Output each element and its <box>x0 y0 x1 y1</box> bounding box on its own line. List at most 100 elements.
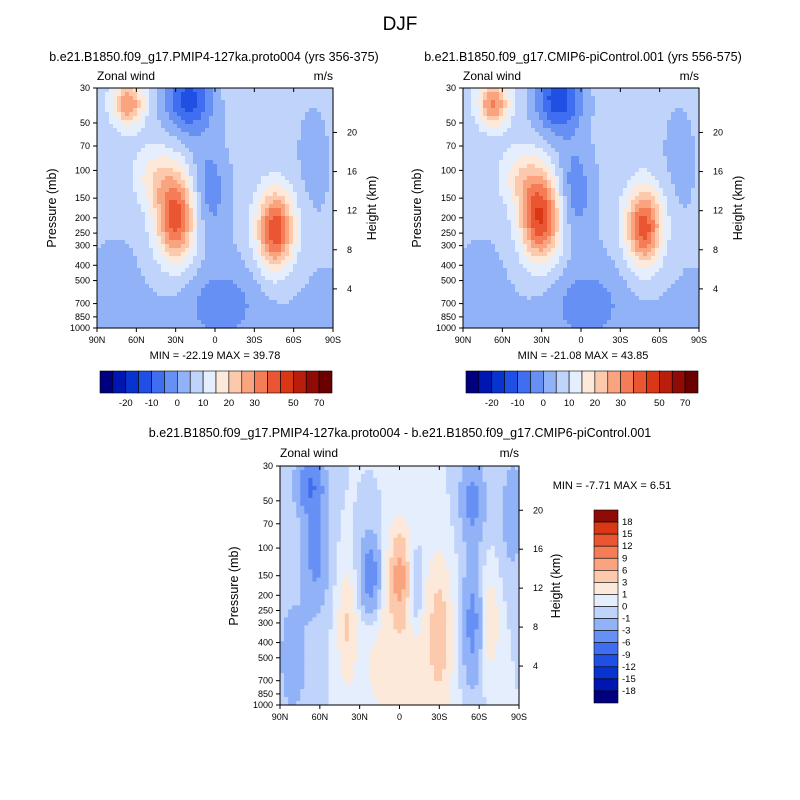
contour-cell <box>169 100 174 105</box>
contour-cell <box>201 96 206 101</box>
contour-cell <box>563 164 568 169</box>
contour-cell <box>169 312 174 317</box>
contour-cell <box>555 92 560 97</box>
contour-cell <box>301 100 306 105</box>
contour-cell <box>555 152 560 157</box>
contour-cell <box>157 308 162 313</box>
contour-cell <box>587 140 592 145</box>
contour-cell <box>663 96 668 101</box>
contour-cell <box>591 144 596 149</box>
contour-cell <box>137 164 142 169</box>
contour-cell <box>273 96 278 101</box>
contour-cell <box>325 120 330 125</box>
contour-cell <box>117 100 122 105</box>
contour-cell <box>479 152 484 157</box>
contour-cell <box>269 320 274 325</box>
contour-cell <box>527 176 532 181</box>
contour-cell <box>301 260 306 265</box>
contour-cell <box>229 244 234 249</box>
contour-cell <box>237 152 242 157</box>
contour-cell <box>165 204 170 209</box>
contour-cell <box>213 196 218 201</box>
contour-cell <box>165 216 170 221</box>
contour-cell <box>329 188 334 193</box>
contour-cell <box>643 140 648 145</box>
contour-cell <box>471 160 476 165</box>
contour-cell <box>297 108 302 113</box>
contour-cell <box>221 140 226 145</box>
contour-cell <box>535 136 540 141</box>
contour-cell <box>325 204 330 209</box>
contour-cell <box>225 184 230 189</box>
contour-cell <box>249 212 254 217</box>
contour-cell <box>479 156 484 161</box>
contour-cell <box>105 96 110 101</box>
contour-cell <box>245 96 250 101</box>
contour-cell <box>129 224 134 229</box>
contour-cell <box>675 120 680 125</box>
contour-cell <box>133 236 138 241</box>
contour-cell <box>201 140 206 145</box>
contour-cell <box>475 160 480 165</box>
contour-cell <box>659 104 664 109</box>
contour-cell <box>217 220 222 225</box>
contour-cell <box>181 144 186 149</box>
contour-cell <box>317 304 322 309</box>
contour-cell <box>519 116 524 121</box>
contour-cell <box>109 92 114 97</box>
contour-cell <box>157 108 162 113</box>
contour-cell <box>329 176 334 181</box>
contour-cell <box>117 236 122 241</box>
contour-cell <box>105 276 110 281</box>
contour-cell <box>293 232 298 237</box>
contour-cell <box>201 304 206 309</box>
contour-cell <box>651 92 656 97</box>
contour-cell <box>273 156 278 161</box>
contour-cell <box>463 144 468 149</box>
contour-cell <box>687 108 692 113</box>
contour-cell <box>269 176 274 181</box>
contour-cell <box>197 312 202 317</box>
contour-cell <box>611 136 616 141</box>
contour-cell <box>153 224 158 229</box>
contour-cell <box>329 196 334 201</box>
contour-cell <box>177 212 182 217</box>
contour-cell <box>133 324 138 329</box>
contour-cell <box>221 200 226 205</box>
contour-cell <box>109 280 114 285</box>
contour-cell <box>329 288 334 293</box>
contour-cell <box>635 164 640 169</box>
height-tick-label: 8 <box>347 245 352 255</box>
contour-cell <box>213 284 218 289</box>
contour-cell <box>595 140 600 145</box>
contour-cell <box>141 324 146 329</box>
contour-cell <box>297 164 302 169</box>
contour-cell <box>141 116 146 121</box>
contour-cell <box>221 300 226 305</box>
contour-cell <box>109 128 114 133</box>
contour-cell <box>273 232 278 237</box>
contour-cell <box>181 124 186 129</box>
contour-cell <box>289 300 294 305</box>
contour-cell <box>113 172 118 177</box>
contour-cell <box>317 232 322 237</box>
contour-cell <box>281 256 286 261</box>
contour-cell <box>643 112 648 117</box>
contour-cell <box>591 104 596 109</box>
contour-cell <box>233 160 238 165</box>
contour-cell <box>137 244 142 249</box>
contour-cell <box>269 224 274 229</box>
contour-cell <box>109 208 114 213</box>
contour-cell <box>153 108 158 113</box>
contour-cell <box>149 168 154 173</box>
contour-cell <box>137 228 142 233</box>
contour-cell <box>511 92 516 97</box>
contour-cell <box>189 116 194 121</box>
contour-cell <box>113 112 118 117</box>
contour-cell <box>157 172 162 177</box>
contour-cell <box>285 284 290 289</box>
contour-cell <box>129 324 134 329</box>
contour-cell <box>679 164 684 169</box>
contour-cell <box>527 132 532 137</box>
contour-cell <box>647 124 652 129</box>
